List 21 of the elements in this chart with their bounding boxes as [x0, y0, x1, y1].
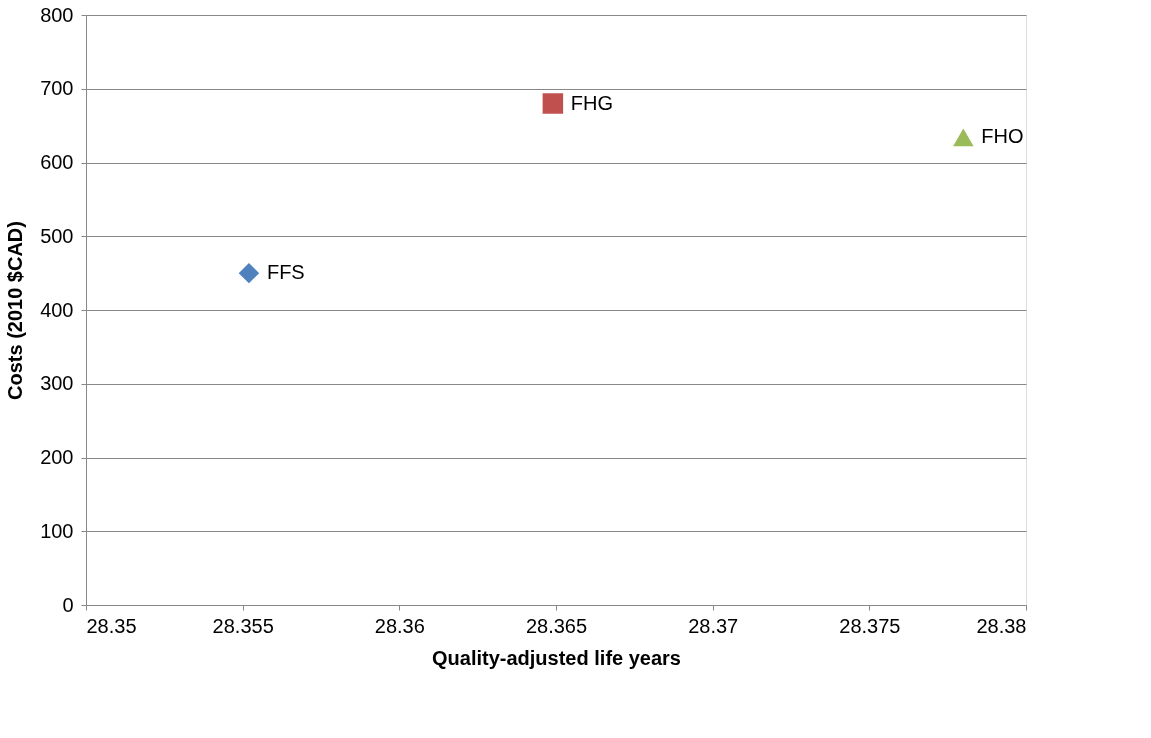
y-axis-title: Costs (2010 $CAD): [4, 221, 27, 400]
x-tick-label: 28.375: [839, 614, 901, 637]
x-tick-label: 28.35: [86, 614, 137, 637]
series-label: FHG: [570, 91, 614, 114]
x-axis-title: Quality-adjusted life years: [432, 646, 681, 669]
y-tick-label: 600: [40, 151, 74, 173]
x-tick-label: 28.37: [688, 614, 739, 637]
y-tick-label: 100: [40, 519, 74, 542]
x-tick-label: 28.355: [212, 614, 274, 637]
y-tick-label: 400: [40, 298, 74, 321]
y-tick-label: 200: [40, 446, 74, 468]
y-tick-label: 500: [40, 224, 74, 247]
y-tick-label: 700: [40, 77, 74, 100]
x-tick-label: 28.36: [374, 614, 425, 637]
x-tick-label: 28.38: [976, 614, 1027, 637]
x-tick-label: 28.365: [525, 614, 588, 637]
series-label: FFS: [266, 261, 305, 284]
y-tick-label: 300: [40, 372, 74, 395]
series-label: FHO: [981, 125, 1024, 148]
y-tick-label: 800: [40, 3, 74, 26]
y-tick-label: 0: [62, 593, 74, 616]
